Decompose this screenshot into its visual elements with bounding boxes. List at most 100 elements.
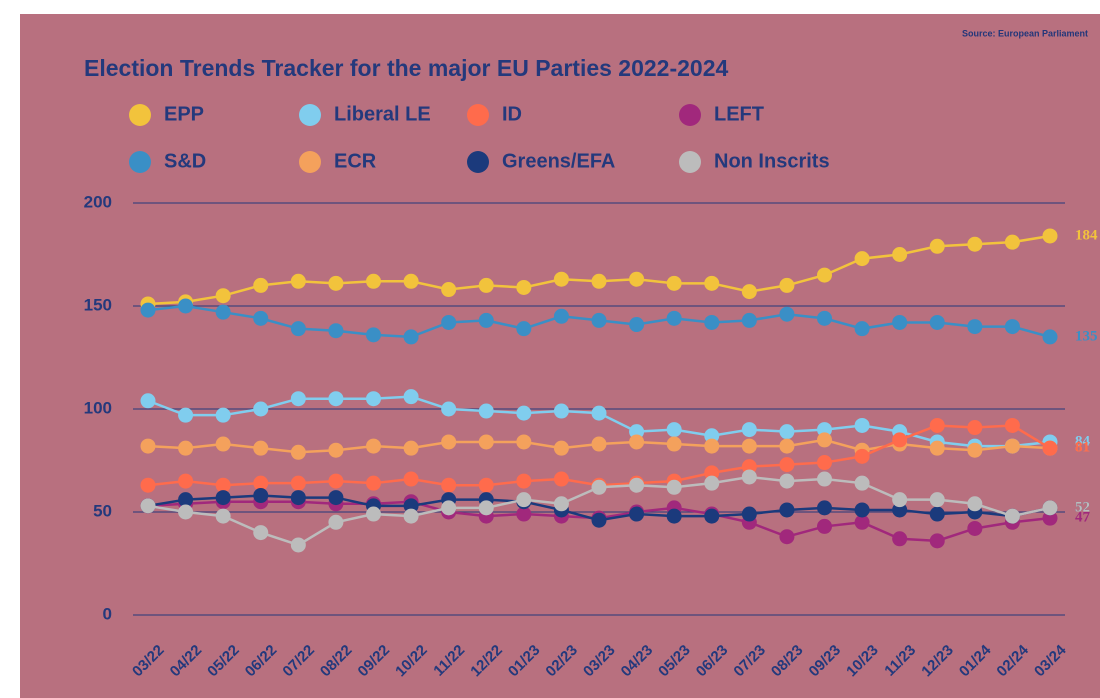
data-point — [817, 422, 832, 438]
data-point — [178, 440, 194, 456]
data-point — [666, 479, 682, 495]
data-point — [817, 267, 832, 283]
data-point — [704, 428, 720, 444]
y-tick-label: 100 — [84, 398, 112, 417]
data-point — [741, 459, 757, 475]
data-point — [629, 477, 645, 493]
data-point — [629, 506, 645, 522]
end-label: 81 — [1075, 440, 1090, 456]
data-point — [1042, 510, 1058, 526]
data-point — [967, 520, 983, 536]
source: Source: European Parliament — [962, 28, 1088, 38]
data-point — [441, 500, 457, 516]
data-point — [591, 512, 607, 528]
data-point — [666, 422, 682, 438]
data-point — [892, 314, 908, 330]
data-point — [817, 310, 832, 326]
data-point — [441, 314, 457, 330]
data-point — [140, 438, 156, 454]
data-point — [366, 273, 381, 289]
data-point — [516, 434, 532, 450]
data-point — [215, 490, 231, 506]
y-tick-label: 150 — [84, 295, 112, 314]
data-point — [929, 238, 945, 254]
data-point — [553, 403, 569, 419]
data-point — [328, 442, 344, 458]
data-point — [854, 448, 870, 464]
data-point — [779, 424, 795, 440]
data-point — [215, 477, 231, 493]
data-point — [366, 506, 381, 522]
data-point — [253, 488, 269, 504]
end-label: 135 — [1075, 328, 1098, 344]
data-point — [290, 273, 306, 289]
plot-background — [20, 14, 1100, 698]
data-point — [892, 531, 908, 547]
data-point — [1004, 234, 1020, 250]
data-point — [817, 471, 832, 487]
data-point — [779, 277, 795, 293]
data-point — [854, 321, 870, 337]
end-label: 52 — [1075, 499, 1090, 515]
data-point — [591, 479, 607, 495]
data-point — [629, 434, 645, 450]
data-point — [854, 502, 870, 518]
data-point — [478, 434, 494, 450]
data-point — [967, 236, 983, 252]
data-point — [929, 533, 945, 549]
data-point — [290, 490, 306, 506]
data-point — [779, 473, 795, 489]
data-point — [328, 391, 344, 407]
data-point — [516, 473, 532, 489]
data-point — [1042, 440, 1058, 456]
data-point — [441, 477, 457, 493]
data-point — [892, 432, 908, 448]
data-point — [140, 393, 156, 409]
data-point — [591, 405, 607, 421]
data-point — [290, 475, 306, 491]
data-point — [967, 496, 983, 512]
data-point — [779, 306, 795, 322]
legend-marker — [467, 151, 489, 173]
data-point — [553, 496, 569, 512]
data-point — [741, 438, 757, 454]
data-point — [929, 314, 945, 330]
data-point — [516, 279, 532, 295]
legend-label: ID — [502, 103, 522, 125]
legend-marker — [679, 104, 701, 126]
data-point — [366, 475, 381, 491]
data-point — [290, 444, 306, 460]
data-point — [215, 436, 231, 452]
data-point — [704, 475, 720, 491]
data-point — [403, 498, 419, 514]
data-point — [553, 440, 569, 456]
data-point — [553, 471, 569, 487]
data-point — [892, 247, 908, 262]
data-point — [328, 473, 344, 489]
data-point — [478, 477, 494, 493]
data-point — [704, 275, 720, 291]
data-point — [929, 440, 945, 456]
data-point — [253, 440, 269, 456]
data-point — [892, 492, 908, 508]
legend-label: ECR — [334, 150, 377, 172]
data-point — [591, 312, 607, 328]
data-point — [1042, 500, 1058, 516]
data-point — [328, 490, 344, 506]
data-point — [741, 469, 757, 485]
end-label: 47 — [1075, 510, 1091, 526]
data-point — [666, 310, 682, 326]
data-point — [441, 282, 457, 298]
data-point — [290, 537, 306, 553]
end-label: 52 — [1075, 499, 1090, 515]
data-point — [1042, 329, 1058, 345]
legend-label: Liberal LE — [334, 103, 431, 125]
data-point — [140, 302, 156, 318]
data-point — [741, 506, 757, 522]
legend-label: S&D — [164, 150, 206, 172]
data-point — [1004, 417, 1020, 433]
data-point — [253, 525, 269, 541]
data-point — [366, 327, 381, 343]
data-point — [591, 436, 607, 452]
